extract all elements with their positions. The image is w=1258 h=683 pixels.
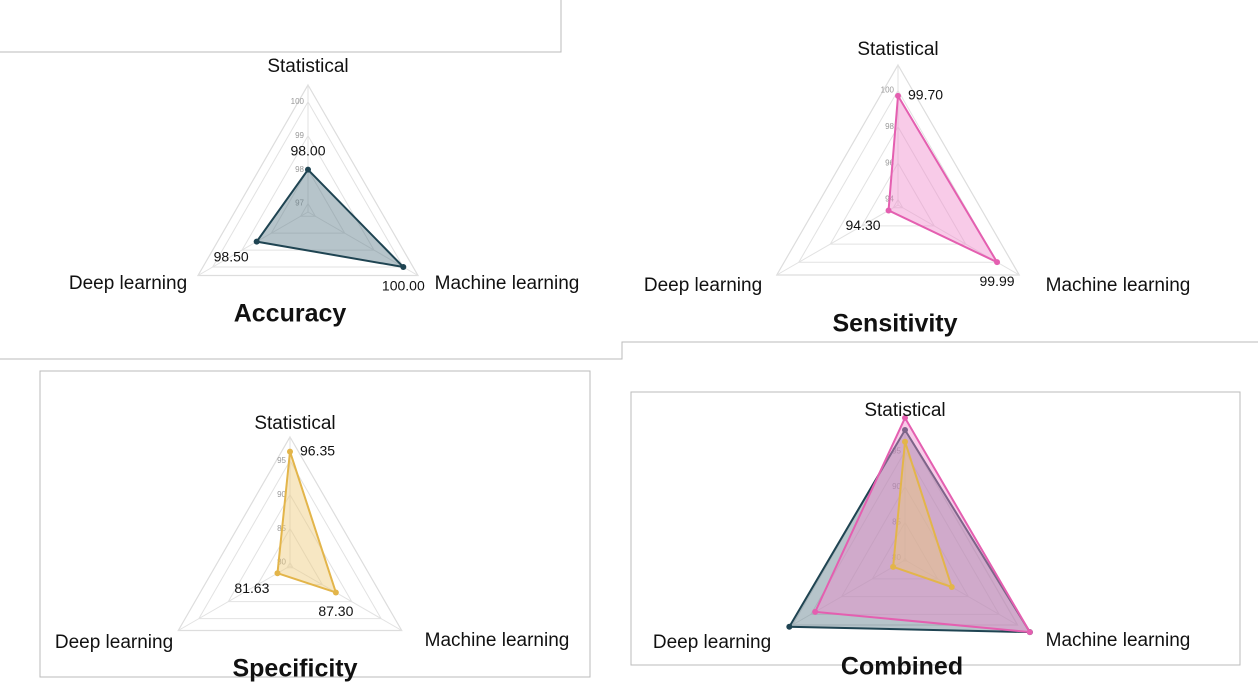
grid-line [299, 202, 317, 217]
r-tick-label: 100 [881, 86, 895, 95]
point [253, 238, 260, 245]
point [895, 92, 901, 99]
grid-line [902, 556, 908, 562]
frame [0, 341, 1258, 360]
chart-title: Sensitivity [832, 310, 957, 338]
point [812, 608, 819, 615]
category-label: Statistical [864, 400, 945, 421]
grid-line [286, 561, 294, 569]
r-tick-label: 80 [277, 558, 286, 567]
frame [0, 0, 562, 53]
category-label: Deep learning [644, 275, 762, 296]
grid-line [829, 125, 967, 245]
point [902, 438, 908, 445]
point [890, 563, 897, 570]
series-area [787, 428, 1032, 634]
r-tick-label: 90 [892, 482, 901, 491]
category-label: Statistical [857, 39, 938, 60]
grid-line [892, 198, 904, 209]
value-label: 100.00 [382, 278, 425, 294]
category-label: Machine learning [425, 630, 570, 651]
grid-line [871, 521, 939, 580]
grid-line [197, 459, 383, 620]
category-label: Statistical [267, 56, 348, 77]
frame [39, 370, 591, 678]
spoke [197, 211, 309, 276]
point [287, 448, 293, 455]
category-label: Machine learning [435, 273, 580, 294]
value-label: 87.30 [318, 603, 353, 619]
value-label: 99.99 [980, 273, 1015, 289]
frame [630, 391, 1241, 666]
point [885, 207, 892, 214]
point [400, 264, 407, 271]
grid-line [860, 162, 936, 227]
value-label: 96.35 [300, 442, 335, 458]
radar-chart: 97 98 99 100 98.00 100.00 98.50 Statistical Mach… [69, 56, 580, 328]
category-label: Deep learning [55, 632, 173, 653]
chart-title: Specificity [232, 655, 357, 683]
chart-title: Accuracy [234, 300, 347, 328]
value-label: 98.50 [214, 248, 249, 264]
point [902, 414, 908, 421]
r-tick-label: 99 [295, 131, 304, 140]
point [902, 427, 908, 433]
r-tick-label: 100 [291, 97, 305, 106]
spoke [289, 565, 402, 631]
r-tick-label: 98 [885, 122, 894, 131]
spoke [178, 565, 291, 631]
r-tick-label: 97 [295, 199, 304, 208]
point [994, 259, 1001, 266]
category-label: Deep learning [653, 632, 771, 653]
grid-line [797, 89, 999, 263]
spoke [307, 211, 419, 276]
category-label: Deep learning [69, 273, 187, 294]
grid-line [211, 100, 405, 268]
series-area [892, 441, 954, 589]
series-area [887, 92, 1000, 265]
r-tick-label: 90 [277, 490, 286, 499]
radar-chart: 8085909596.3587.3081.63StatisticalMachin… [55, 413, 570, 683]
category-label: Machine learning [1046, 275, 1191, 296]
outer-ring [775, 63, 1021, 276]
chart-title: Combined [841, 653, 963, 681]
outer-ring [177, 435, 403, 632]
category-label: Machine learning [1046, 630, 1191, 651]
grid-line [256, 527, 324, 586]
r-tick-label: 98 [295, 165, 304, 174]
point [948, 583, 955, 590]
outer-ring [196, 83, 420, 277]
grid-line [810, 450, 1000, 615]
r-tick-label: 95 [892, 446, 901, 455]
r-tick-label: 80 [892, 553, 901, 562]
r-tick-label: 95 [277, 456, 286, 465]
value-label: 99.70 [908, 87, 943, 103]
value-label: 98.00 [290, 142, 325, 158]
category-label: Statistical [254, 413, 335, 434]
spoke [776, 204, 899, 276]
grid-line [270, 168, 346, 234]
series-area [276, 451, 338, 595]
point [274, 570, 281, 577]
value-label: 81.63 [234, 580, 269, 596]
point [305, 166, 311, 173]
r-tick-label: 96 [885, 158, 894, 167]
value-label: 94.30 [846, 217, 881, 233]
point [786, 623, 793, 630]
series-area [254, 168, 407, 269]
point [332, 589, 339, 596]
point [1026, 629, 1033, 636]
series-area [813, 415, 1032, 634]
